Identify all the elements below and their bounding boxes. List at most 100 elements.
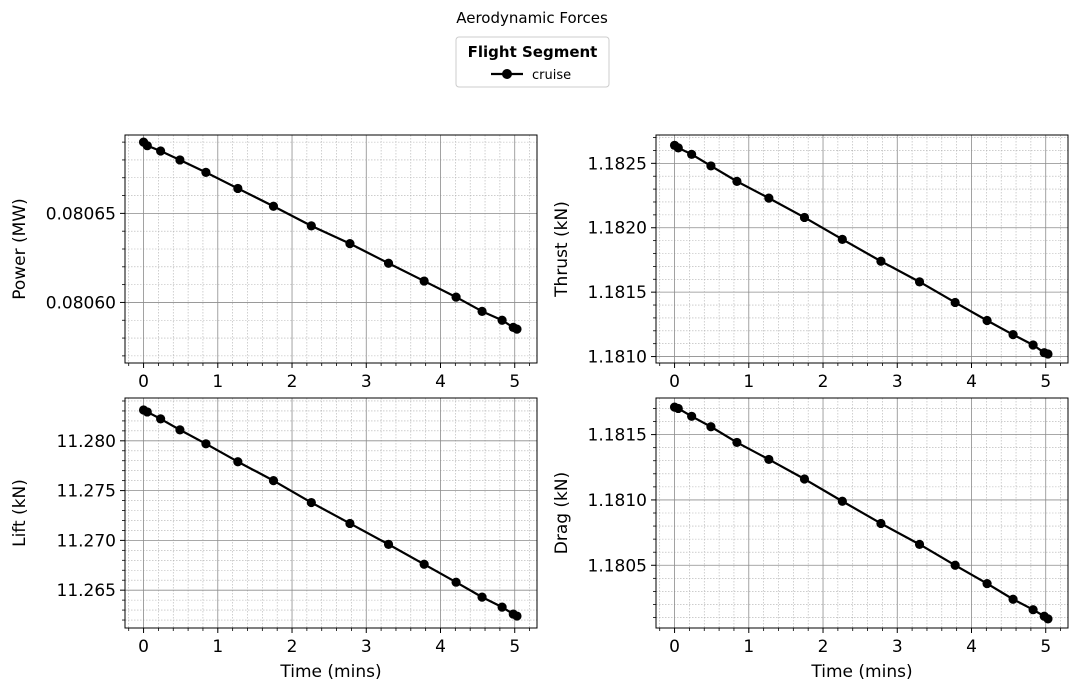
drag-x-tick-label: 1 [743,637,754,657]
lift-data-point [156,414,166,424]
thrust-data-point [706,161,716,171]
thrust-data-point [1043,349,1053,359]
drag-data-point [799,474,810,484]
power-data-point [451,292,461,302]
lift-data-point [477,592,487,602]
lift-data-point [383,539,394,549]
lift-y-tick-label: 11.265 [57,581,116,601]
lift-data-point [175,425,185,435]
lift-data-point [512,611,522,621]
lift-data-point [497,602,507,612]
lift-plot-frame [124,397,538,629]
lift-x-tick-label: 2 [287,637,298,657]
thrust-x-tick-label: 1 [743,372,754,392]
drag-data-point [1028,605,1038,615]
legend: Flight Segment cruise [455,36,610,88]
lift-data-point [268,476,279,486]
thrust-x-tick-label: 0 [669,372,680,392]
lift-x-tick-label: 1 [212,637,223,657]
lift-x-axis-label: Time (mins) [279,662,381,682]
thrust-data-point [764,193,774,203]
thrust-data-point [1028,340,1038,350]
thrust-x-tick-label: 3 [892,372,903,392]
lift-y-axis-label: Lift (kN) [10,479,30,547]
drag-y-tick-label: 1.1805 [588,556,647,576]
power-x-tick-label: 3 [361,372,372,392]
drag-data-point [732,437,742,448]
thrust-data-point [950,297,960,308]
thrust-y-tick-label: 1.1825 [588,154,647,174]
lift-data-point [233,457,243,467]
power-data-point [477,306,487,316]
power-data-point [233,183,243,194]
drag-data-point [982,578,992,589]
thrust-x-tick-label: 2 [818,372,829,392]
lift-data-point [201,439,211,449]
drag-x-tick-label: 4 [966,637,977,657]
thrust-data-point [876,256,886,266]
power-data-point [512,324,522,334]
drag-data-point [914,539,925,549]
power-data-point [142,141,152,151]
figure-title: Aerodynamic Forces [456,9,608,27]
lift-y-tick-label: 11.275 [57,482,116,502]
thrust-y-axis-label: Thrust (kN) [552,201,572,298]
power-plot-frame [124,134,538,364]
drag-data-point [876,518,886,529]
thrust-y-tick-label: 1.1815 [588,283,647,303]
drag-y-axis-label: Drag (kN) [552,472,572,555]
lift-data-point [419,559,429,569]
power-series-line-cruise [142,141,518,331]
thrust-plot-frame [655,134,1069,364]
thrust-data-point [673,143,683,153]
power-data-point [345,239,355,249]
lift-series-line-cruise [143,408,518,618]
power-data-point [306,221,316,231]
drag-x-tick-label: 3 [892,637,903,657]
power-panel: 0 1 2 3 4 5 0.08060 0.08065 Power (MW) [10,134,538,392]
lift-x-tick-label: 0 [138,637,149,657]
thrust-y-tick-label: 1.1810 [588,348,647,368]
power-data-point [383,258,394,268]
lift-data-point [451,577,461,587]
thrust-x-tick-label: 4 [966,372,977,392]
thrust-x-tick-label: 5 [1040,372,1051,392]
drag-x-tick-label: 5 [1040,637,1051,657]
drag-data-point [950,560,960,570]
power-y-tick-label: 0.08065 [46,204,116,224]
legend-entry-cruise: cruise [532,68,571,83]
thrust-y-tick-label: 1.1820 [588,219,647,239]
thrust-data-point [1008,330,1018,340]
lift-data-point [306,497,316,508]
thrust-data-point [982,315,992,326]
thrust-data-point [687,149,697,159]
power-x-tick-label: 5 [509,372,520,392]
thrust-data-point [914,277,925,287]
drag-panel: 0 1 2 3 4 5 1.1805 1.1810 1.1815 Drag (kN) Time (m… [552,397,1069,682]
lift-x-tick-label: 3 [361,637,372,657]
lift-y-tick-label: 11.280 [57,432,116,452]
power-x-tick-label: 1 [212,372,223,392]
thrust-data-point [799,212,810,223]
drag-data-point [706,422,716,432]
lift-data-point [142,407,152,417]
drag-data-point [764,454,774,465]
lift-x-tick-label: 4 [435,637,446,657]
drag-data-point [837,496,847,506]
drag-x-tick-label: 0 [669,637,680,657]
drag-x-axis-label: Time (mins) [810,662,912,682]
drag-series-line-cruise [674,406,1049,620]
power-data-point [268,201,279,211]
drag-data-point [687,411,697,421]
power-y-axis-label: Power (MW) [10,198,30,300]
drag-x-tick-label: 2 [818,637,829,657]
power-x-tick-label: 2 [287,372,298,392]
power-data-point [201,167,211,178]
drag-y-tick-label: 1.1815 [588,426,647,446]
lift-y-tick-label: 11.270 [57,531,116,551]
power-data-point [419,276,429,286]
lift-panel: 0 1 2 3 4 5 11.265 11.270 11.275 11.280 Lift (kN) T… [10,397,538,682]
drag-y-tick-label: 1.1810 [588,491,647,511]
thrust-panel: 0 1 2 3 4 5 1.1810 1.1815 1.1820 1.1825 Thrust (kN… [552,134,1069,392]
